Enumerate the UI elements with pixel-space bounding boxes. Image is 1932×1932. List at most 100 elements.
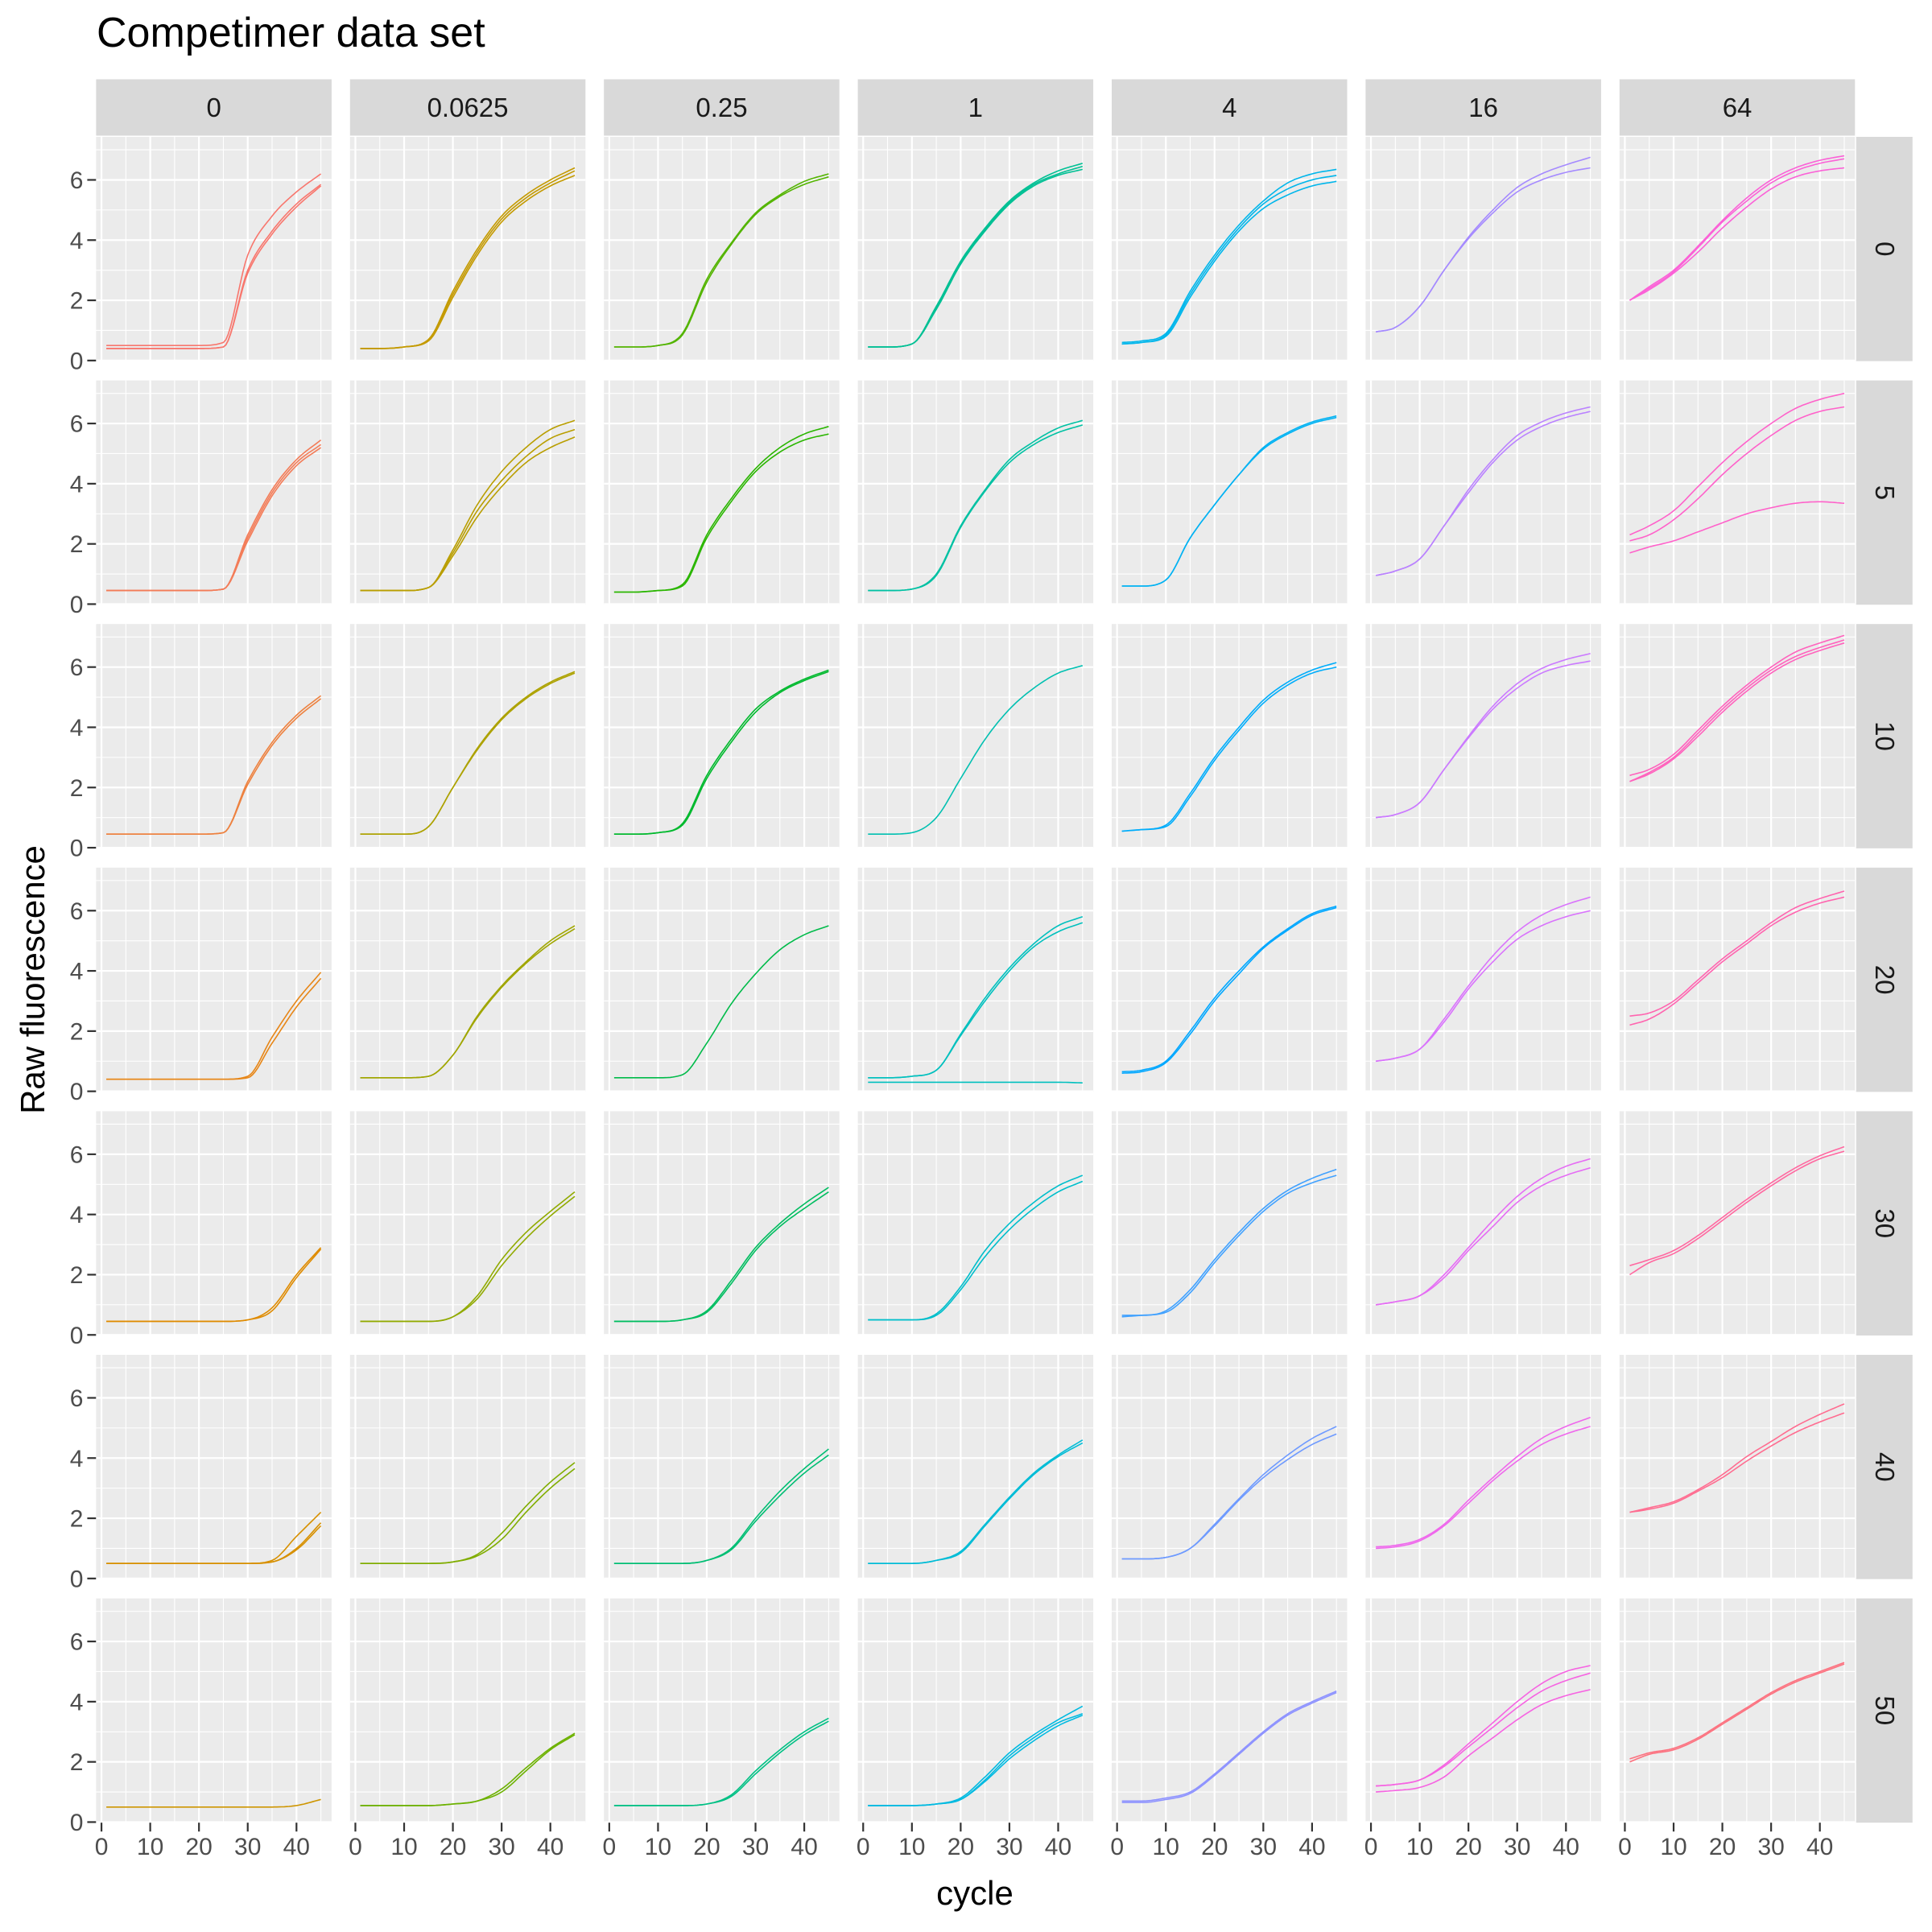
y-tick-label: 0 [70, 1079, 84, 1105]
series-line [1376, 1672, 1591, 1787]
series-line [868, 1442, 1084, 1564]
series-line [1121, 416, 1337, 587]
series-line [1375, 1166, 1591, 1306]
panel-background [1365, 1598, 1601, 1823]
series-line [1629, 890, 1845, 1017]
panel-background [857, 624, 1094, 848]
panel [604, 624, 840, 849]
series-line [1629, 639, 1845, 782]
panel-background [1365, 1355, 1601, 1579]
panel [1619, 624, 1856, 849]
row-strip [1856, 137, 1913, 361]
series-line [1629, 167, 1845, 301]
panel [604, 137, 840, 361]
y-tick-label: 4 [70, 1689, 84, 1715]
series-line [1629, 1412, 1845, 1513]
x-tick-label: 30 [1504, 1834, 1530, 1860]
series-line [1629, 1146, 1845, 1266]
panel [1112, 867, 1348, 1092]
panel [1619, 1111, 1856, 1336]
panel [1112, 1111, 1348, 1336]
series-line [106, 698, 322, 835]
x-tick-label: 20 [693, 1834, 720, 1860]
y-tick-label: 6 [70, 1141, 84, 1168]
panel [604, 1598, 840, 1823]
panel-background [96, 380, 332, 605]
y-tick-label: 2 [70, 288, 84, 315]
series-line [106, 447, 322, 592]
x-tick-label: 30 [1250, 1834, 1277, 1860]
y-tick-label: 4 [70, 471, 84, 497]
series-line [1376, 1417, 1591, 1548]
panel-background [1112, 1598, 1348, 1823]
column-strip-label: 4 [1222, 93, 1236, 122]
panel [857, 380, 1094, 605]
panel-background [604, 380, 840, 605]
series-line [613, 671, 829, 835]
row-strip-label: 40 [1870, 1452, 1900, 1482]
panel [1365, 1598, 1601, 1823]
series-line [868, 424, 1084, 592]
panel [349, 380, 586, 605]
panel-background [857, 1111, 1094, 1335]
panel [1365, 867, 1601, 1092]
row-strip [1856, 1355, 1913, 1579]
panel [857, 1355, 1094, 1579]
x-tick-label: 40 [537, 1834, 564, 1860]
panel-background [1112, 380, 1348, 605]
panel [96, 137, 332, 361]
panel-background [1112, 137, 1348, 361]
series-line [106, 1798, 321, 1808]
series-line [1376, 1426, 1591, 1550]
row-strip-label: 5 [1870, 485, 1900, 500]
panel-background [1619, 137, 1856, 361]
y-tick-label: 0 [70, 592, 84, 618]
panel [604, 1355, 840, 1579]
x-tick-label: 20 [1709, 1834, 1736, 1860]
x-tick-label: 20 [1201, 1834, 1228, 1860]
series-line [1629, 1663, 1845, 1763]
row-strip [1856, 1598, 1913, 1823]
series-line [1376, 1689, 1591, 1793]
x-axis-title: cycle [936, 1874, 1013, 1912]
series-line [1121, 180, 1337, 345]
row-strip-label: 20 [1870, 965, 1900, 995]
series-line [106, 1249, 322, 1323]
column-strip-label: 0 [206, 93, 221, 122]
row-strip [1856, 624, 1913, 848]
panel-background [604, 624, 840, 848]
x-tick-label: 40 [1045, 1834, 1071, 1860]
panel [1619, 137, 1856, 361]
panel-background [1619, 624, 1856, 848]
y-tick-label: 6 [70, 654, 84, 681]
series-line [1121, 906, 1337, 1074]
panel-background [349, 1111, 586, 1335]
x-tick-label: 10 [390, 1834, 417, 1860]
series-line [1629, 501, 1845, 554]
row-strip [1856, 867, 1913, 1092]
x-tick-label: 40 [1298, 1834, 1325, 1860]
column-strip-label: 0.25 [696, 93, 747, 122]
y-axis-title: Raw fluorescence [14, 845, 52, 1114]
series-line [613, 1191, 829, 1323]
series-line [1121, 666, 1337, 832]
column-strip-label: 1 [968, 93, 983, 122]
series-line [1629, 392, 1845, 536]
panel [857, 624, 1094, 849]
panel [1619, 867, 1856, 1092]
panel-background [96, 867, 332, 1092]
panel-background [349, 380, 586, 605]
panel [1365, 137, 1601, 361]
panel-background [604, 1598, 840, 1823]
panel [1365, 380, 1601, 605]
series-line [1375, 660, 1591, 819]
y-tick-label: 2 [70, 1749, 84, 1776]
column-strip [1112, 79, 1348, 136]
x-tick-label: 30 [742, 1834, 769, 1860]
x-tick-label: 10 [137, 1834, 163, 1860]
column-strip [349, 79, 586, 136]
panel-background [1619, 380, 1856, 605]
column-strip [604, 79, 840, 136]
x-tick-label: 40 [1806, 1834, 1833, 1860]
x-tick-label: 20 [440, 1834, 466, 1860]
